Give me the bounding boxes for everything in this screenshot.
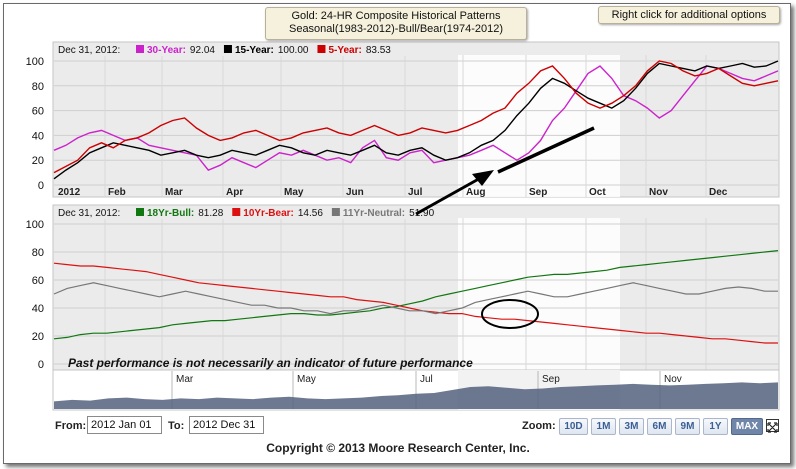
to-label: To:: [168, 420, 185, 432]
copyright-text: Copyright © 2013 Moore Research Center, …: [266, 441, 530, 455]
zoom-button-1y[interactable]: 1Y: [703, 418, 728, 435]
seasonal-y-tick-label: 0: [38, 180, 44, 192]
legend-series-name: 15-Year:: [235, 45, 274, 56]
navigator-tick-label: Sep: [542, 374, 560, 385]
legend-series-name: 18Yr-Bull:: [147, 208, 194, 219]
legend-series-name: 11Yr-Neutral:: [343, 208, 405, 219]
zoom-button-1m[interactable]: 1M: [591, 418, 616, 435]
chart-title-box: Gold: 24-HR Composite Historical Pattern…: [265, 7, 527, 40]
arrow-head: [472, 170, 494, 186]
navigator-tick-label: Jul: [420, 374, 433, 385]
seasonal-x-tick-label: Jun: [346, 187, 364, 198]
seasonal-x-tick-label: 2012: [58, 187, 81, 198]
navigator-tick-label: Nov: [664, 374, 682, 385]
seasonal-y-ticks: 0 20 40 60 80 100: [26, 56, 44, 192]
seasonal-x-tick-label: Jul: [408, 187, 423, 198]
legend-series-value: 100.00: [278, 45, 309, 56]
seasonal-y-tick-label: 60: [32, 106, 44, 118]
bullbear-header-date: Dec 31, 2012:: [58, 208, 120, 219]
arrow-shaft: [415, 174, 485, 216]
zoom-button-3m[interactable]: 3M: [619, 418, 644, 435]
seasonal-legend: Dec 31, 2012: 30-Year: 92.04 15-Year: 100.0…: [54, 43, 416, 56]
to-date-input[interactable]: [189, 416, 264, 434]
bullbear-y-tick-label: 20: [32, 331, 44, 343]
seasonal-x-ticks: 2012 Feb Mar Apr May Jun Jul Aug Sep Oct Nov Dec: [58, 187, 728, 198]
zoom-button-max[interactable]: MAX: [731, 418, 763, 435]
fullscreen-icon[interactable]: [766, 419, 779, 433]
seasonal-x-tick-label: Feb: [108, 187, 126, 198]
seasonal-lines: [53, 60, 779, 180]
navigator-area: [54, 382, 778, 409]
bullbear-grid: [54, 218, 778, 370]
legend-series-value: 83.53: [366, 45, 391, 56]
seasonal-y-tick-label: 100: [26, 56, 44, 68]
convergence-ellipse: [481, 299, 539, 329]
zoom-button-9m[interactable]: 9M: [675, 418, 700, 435]
from-label: From:: [55, 420, 87, 432]
chart-title-line1: Gold: 24-HR Composite Historical Pattern…: [291, 10, 501, 22]
bullbear-y-tick-label: 80: [32, 247, 44, 259]
zoom-label: Zoom:: [522, 420, 556, 432]
bullbear-series-line: [53, 262, 778, 344]
legend-series-name: 10Yr-Bear:: [243, 208, 294, 219]
bullbear-y-tick-label: 100: [26, 219, 44, 231]
legend-series-value: 51.90: [409, 208, 434, 219]
legend-series-name: 30-Year:: [147, 45, 186, 56]
seasonal-x-tick-label: Mar: [165, 187, 183, 198]
seasonal-series-line: [53, 60, 779, 180]
zoom-button-10d[interactable]: 10D: [559, 418, 588, 435]
legend-swatch: [136, 45, 144, 53]
from-date-input[interactable]: [87, 416, 162, 434]
legend-swatch: [136, 208, 144, 216]
bullbear-y-tick-label: 40: [32, 303, 44, 315]
legend-series-name: 5-Year:: [328, 45, 361, 56]
seasonal-y-tick-label: 80: [32, 81, 44, 93]
trend-line: [497, 126, 595, 174]
seasonal-x-tick-label: Oct: [589, 187, 606, 198]
seasonal-x-tick-label: Apr: [226, 187, 243, 198]
seasonal-series-line: [53, 65, 779, 171]
bullbear-y-ticks: 0 20 40 60 80 100: [26, 219, 44, 371]
legend-series-value: 81.28: [198, 208, 223, 219]
seasonal-y-tick-label: 20: [32, 155, 44, 167]
seasonal-grid: [54, 55, 778, 197]
performance-disclaimer: Past performance is not necessarily an i…: [68, 356, 473, 370]
seasonal-panel-bg: [52, 41, 780, 198]
seasonal-y-tick-label: 40: [32, 130, 44, 142]
seasonal-header-date: Dec 31, 2012:: [58, 45, 120, 56]
right-click-hint[interactable]: Right click for additional options: [598, 6, 780, 24]
legend-swatch: [223, 45, 232, 53]
navigator-tick-label: Mar: [176, 374, 194, 385]
legend-series-value: 92.04: [190, 45, 215, 56]
seasonal-x-tick-label: Dec: [709, 187, 728, 198]
navigator-tick-label: May: [297, 374, 316, 385]
bullbear-series-line: [53, 282, 778, 315]
bullbear-y-tick-label: 0: [38, 359, 44, 371]
legend-series-value: 14.56: [298, 208, 323, 219]
legend-swatch: [317, 45, 326, 53]
seasonal-series-line: [53, 60, 779, 174]
legend-swatch: [331, 208, 340, 216]
bullbear-legend: Dec 31, 2012: 18Yr-Bull: 81.28 10Yr-Bear: 1…: [54, 206, 458, 219]
seasonal-x-tick-label: Aug: [466, 187, 485, 198]
seasonal-x-tick-label: Sep: [529, 187, 547, 198]
bullbear-y-tick-label: 60: [32, 275, 44, 287]
bullbear-lines: [53, 250, 779, 344]
seasonal-x-tick-label: May: [284, 187, 304, 198]
chart-title-line2: Seasonal(1983-2012)-Bull/Bear(1974-2012): [288, 23, 504, 35]
seasonal-x-tick-label: Nov: [649, 187, 668, 198]
legend-swatch: [232, 208, 241, 216]
bullbear-series-line: [53, 250, 779, 340]
zoom-button-6m[interactable]: 6M: [647, 418, 672, 435]
